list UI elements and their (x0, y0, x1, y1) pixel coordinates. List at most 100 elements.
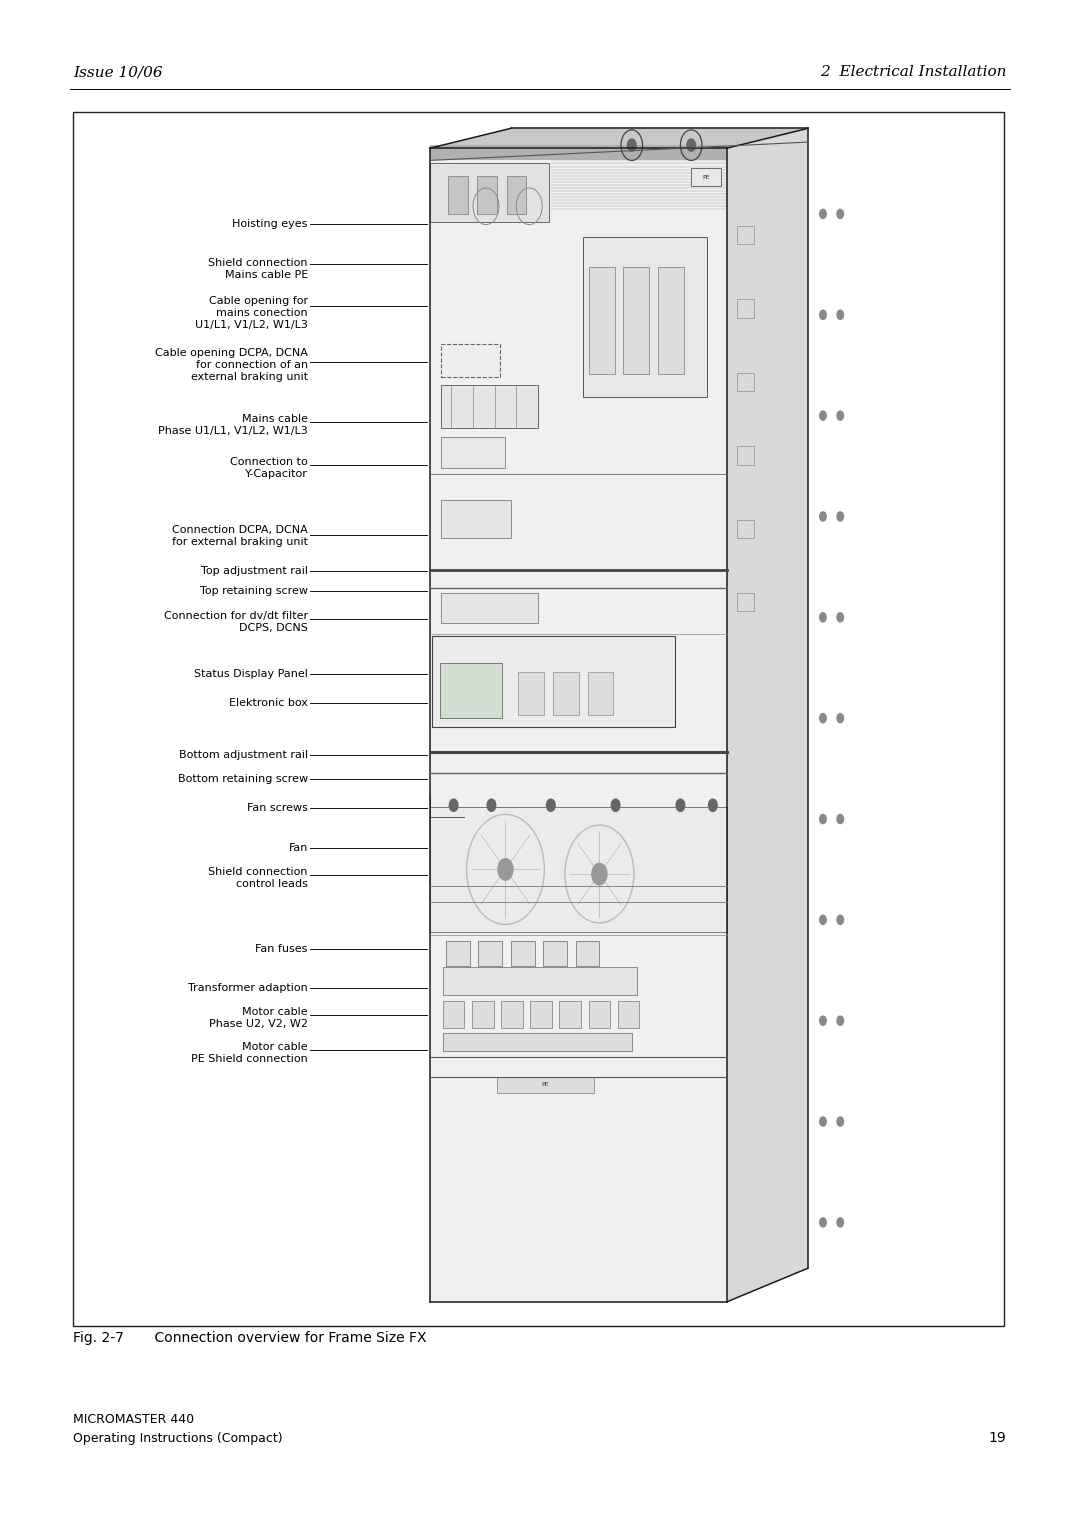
Text: Top adjustment rail: Top adjustment rail (201, 565, 308, 576)
Bar (441, 437, 505, 468)
Text: Cable opening DCPA, DCNA
for connection of an
external braking unit: Cable opening DCPA, DCNA for connection … (154, 348, 308, 382)
Bar (530, 1001, 552, 1028)
Text: Hoisting eyes: Hoisting eyes (232, 219, 308, 229)
Circle shape (487, 799, 496, 811)
Bar (507, 176, 526, 214)
Text: Bottom adjustment rail: Bottom adjustment rail (178, 750, 308, 759)
Circle shape (820, 1016, 826, 1025)
Circle shape (820, 1117, 826, 1126)
Circle shape (820, 209, 826, 219)
Bar (588, 672, 613, 715)
Text: Operating Instructions (Compact): Operating Instructions (Compact) (73, 1432, 283, 1445)
Bar (589, 1001, 610, 1028)
Circle shape (687, 139, 696, 151)
Polygon shape (430, 128, 808, 148)
Circle shape (592, 863, 607, 885)
Bar (441, 500, 511, 538)
Bar (737, 373, 754, 391)
Bar (737, 226, 754, 244)
Bar (623, 267, 649, 374)
Bar (443, 1001, 464, 1028)
Bar (472, 1001, 494, 1028)
Bar (443, 1033, 632, 1051)
Text: Elektronic box: Elektronic box (229, 698, 308, 707)
Circle shape (820, 310, 826, 319)
Text: Fan: Fan (288, 843, 308, 853)
Text: 2  Electrical Installation: 2 Electrical Installation (820, 66, 1007, 79)
Polygon shape (727, 128, 808, 1302)
Text: Fig. 2-7       Connection overview for Frame Size FX: Fig. 2-7 Connection overview for Frame S… (73, 1331, 427, 1345)
Circle shape (820, 714, 826, 723)
Bar (737, 593, 754, 611)
Bar (737, 520, 754, 538)
Bar (478, 941, 502, 966)
Text: Motor cable
Phase U2, V2, W2: Motor cable Phase U2, V2, W2 (208, 1007, 308, 1028)
Text: Transformer adaption: Transformer adaption (188, 983, 308, 993)
Text: Fan fuses: Fan fuses (256, 944, 308, 953)
Circle shape (837, 714, 843, 723)
Circle shape (837, 411, 843, 420)
Circle shape (837, 1117, 843, 1126)
Bar (430, 163, 549, 222)
Circle shape (449, 799, 458, 811)
Text: PE: PE (703, 174, 710, 180)
Text: 19: 19 (989, 1432, 1007, 1445)
Text: Bottom retaining screw: Bottom retaining screw (178, 775, 308, 784)
Bar (543, 941, 567, 966)
Bar (618, 1001, 639, 1028)
Circle shape (820, 411, 826, 420)
Circle shape (820, 1218, 826, 1227)
Text: Status Display Panel: Status Display Panel (194, 669, 308, 678)
Circle shape (820, 814, 826, 824)
Polygon shape (430, 148, 727, 1302)
Bar (430, 145, 727, 160)
Bar (553, 672, 579, 715)
Circle shape (820, 512, 826, 521)
Text: Connection to
Y-Capacitor: Connection to Y-Capacitor (230, 457, 308, 478)
Circle shape (837, 512, 843, 521)
Bar (448, 176, 468, 214)
Text: MICROMASTER 440: MICROMASTER 440 (73, 1412, 194, 1426)
Bar (443, 967, 637, 995)
Bar (441, 344, 500, 377)
Bar (430, 807, 727, 932)
Bar (441, 385, 538, 428)
Circle shape (546, 799, 555, 811)
Circle shape (820, 613, 826, 622)
Circle shape (498, 859, 513, 880)
Circle shape (837, 1016, 843, 1025)
Bar (497, 1077, 594, 1093)
Bar (432, 636, 675, 727)
Bar (559, 1001, 581, 1028)
Bar (440, 663, 502, 718)
Circle shape (837, 310, 843, 319)
Circle shape (708, 799, 717, 811)
Bar (73, 112, 1004, 1326)
Bar (658, 267, 684, 374)
Bar (691, 168, 721, 186)
Bar (576, 941, 599, 966)
Text: Cable opening for
mains conection
U1/L1, V1/L2, W1/L3: Cable opening for mains conection U1/L1,… (194, 296, 308, 330)
Circle shape (627, 139, 636, 151)
Bar (441, 593, 538, 623)
Text: Shield connection
Mains cable PE: Shield connection Mains cable PE (208, 258, 308, 280)
Bar (589, 267, 615, 374)
Circle shape (611, 799, 620, 811)
Text: PE: PE (542, 1082, 549, 1088)
Text: Fan screws: Fan screws (247, 804, 308, 813)
Text: Top retaining screw: Top retaining screw (200, 587, 308, 596)
Circle shape (837, 814, 843, 824)
Bar (583, 237, 707, 397)
Circle shape (820, 915, 826, 924)
Circle shape (837, 1218, 843, 1227)
Bar (518, 672, 544, 715)
Text: Mains cable
Phase U1/L1, V1/L2, W1/L3: Mains cable Phase U1/L1, V1/L2, W1/L3 (158, 414, 308, 435)
Bar (737, 446, 754, 465)
Circle shape (837, 613, 843, 622)
Text: Issue 10/06: Issue 10/06 (73, 66, 163, 79)
Text: Connection for dv/dt filter
DCPS, DCNS: Connection for dv/dt filter DCPS, DCNS (164, 611, 308, 633)
Bar (446, 941, 470, 966)
Circle shape (676, 799, 685, 811)
Bar (501, 1001, 523, 1028)
Text: Connection DCPA, DCNA
for external braking unit: Connection DCPA, DCNA for external braki… (172, 526, 308, 547)
